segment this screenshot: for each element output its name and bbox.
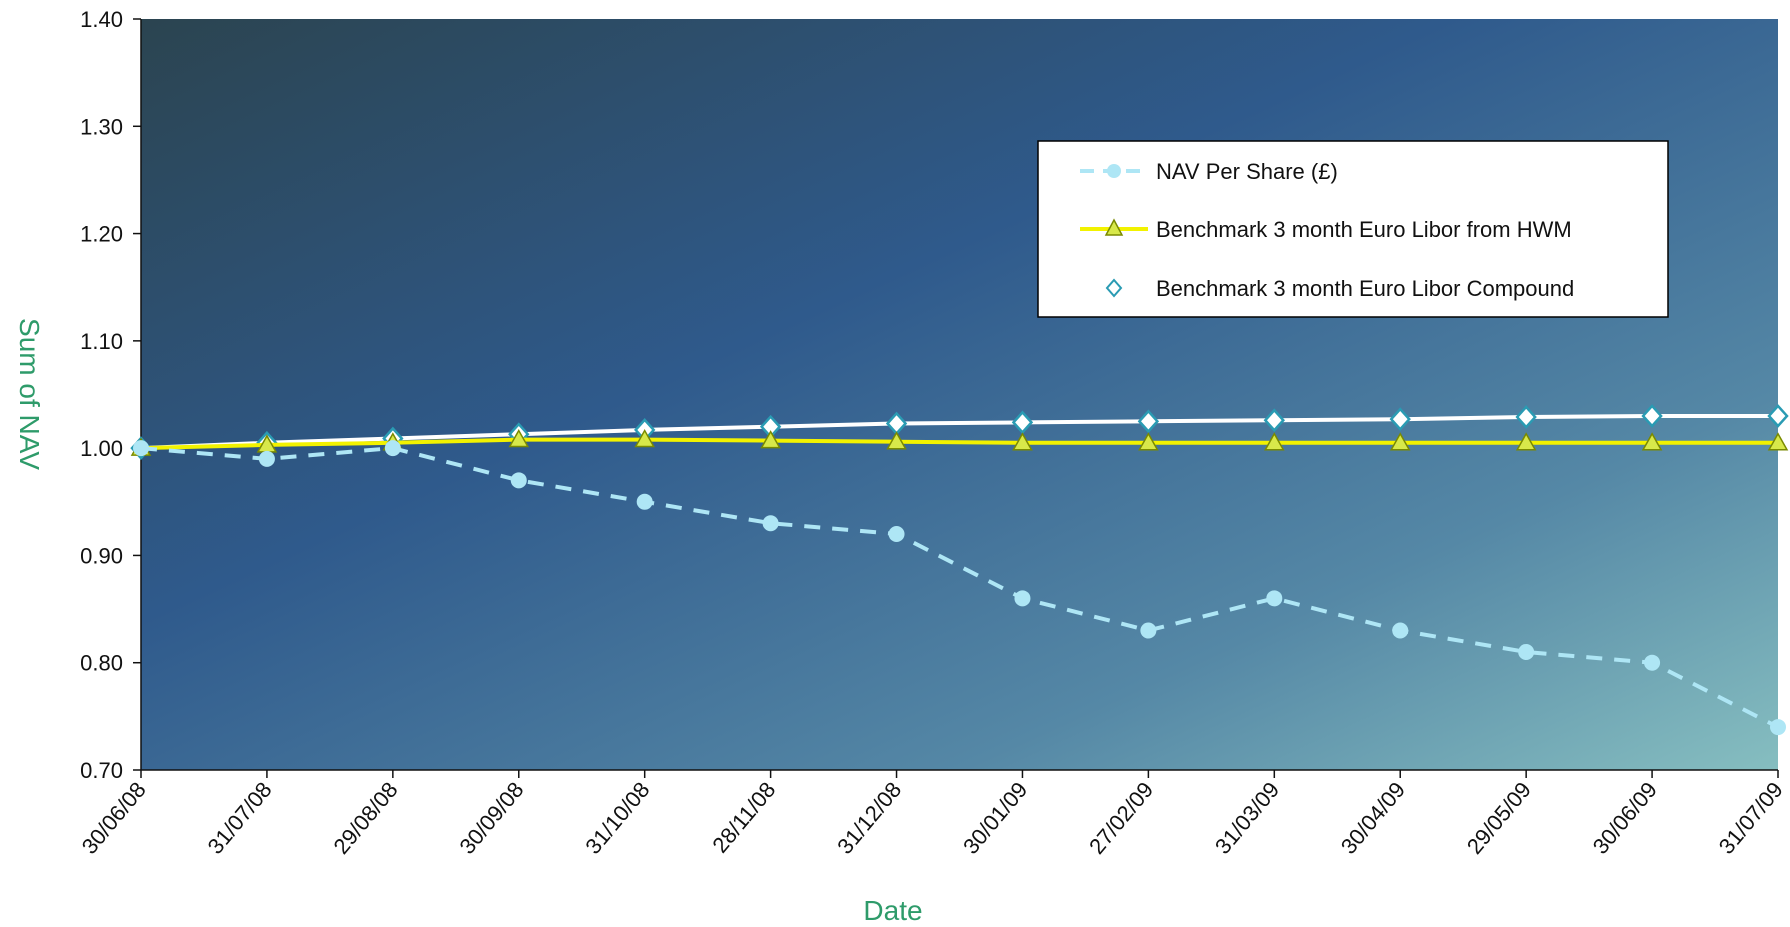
x-tick-label: 31/03/09 [1210,777,1284,859]
y-tick-label: 1.30 [80,114,123,139]
series-layer [130,404,1789,736]
nav-point [1770,719,1786,736]
hwm-point [760,430,781,449]
hwm-point [1389,432,1411,451]
y-tick-label: 0.80 [80,651,123,676]
y-axis: 0.70 0.80 0.90 1.00 1.10 1.20 1.30 1.40 [80,7,142,783]
x-tick-label: 30/01/09 [958,777,1032,859]
x-axis-title: Date [863,895,922,926]
x-tick-label: 30/04/09 [1336,777,1410,859]
series-line-1 [140,437,1778,451]
series-line-2 [140,414,1778,451]
hwm-point [886,431,907,450]
nav-point [1140,622,1157,639]
nav-point [888,525,905,542]
legend: NAV Per Share (£) Benchmark 3 month Euro… [1037,140,1669,318]
hwm-point [508,429,530,448]
nav-point [1518,643,1535,660]
y-axis-title: Sum of NAV [14,318,45,470]
legend-hwm-marker [1104,218,1124,236]
nav-point [1392,622,1409,639]
y-tick-label: 1.40 [80,7,123,32]
y-tick-label: 1.00 [80,436,123,461]
x-tick-label: 30/09/08 [454,777,528,859]
x-tick-label: 31/12/08 [832,777,906,859]
compound-point [1389,407,1411,432]
y-tick-label: 1.20 [80,222,123,247]
compound-point [1263,408,1285,433]
hwm-point [1138,432,1159,451]
nav-point [258,450,275,467]
hwm-point [634,429,655,448]
legend-nav-marker [1107,164,1121,178]
x-axis: 30/06/08 31/07/08 29/08/08 30/09/08 31/10/08… [77,769,1788,859]
x-tick-label: 29/08/08 [328,777,402,859]
x-tick-label: 27/02/09 [1084,777,1158,859]
nav-point [133,440,149,457]
hwm-point [1767,432,1789,451]
y-tick-label: 0.90 [80,543,123,568]
compound-point [1137,409,1160,434]
nav-point [384,440,401,457]
legend-compound-marker [1105,278,1123,298]
nav-point [762,515,779,532]
legend-label-hwm: Benchmark 3 month Euro Libor from HWM [1156,217,1572,242]
x-tick-label: 29/05/09 [1462,777,1536,859]
compound-point [1641,404,1663,428]
nav-point [1014,590,1031,607]
x-tick-label: 31/07/09 [1714,777,1788,859]
hwm-point [1515,432,1537,451]
x-tick-label: 30/06/09 [1588,777,1662,859]
nav-point [510,472,527,489]
nav-point [636,493,653,510]
y-tick-label: 0.70 [80,758,123,783]
compound-point [1767,404,1789,428]
nav-point [1644,654,1661,671]
hwm-point [1264,432,1285,451]
series-line-0 [140,446,1779,729]
hwm-point [1641,432,1663,451]
nav-point [1266,590,1283,607]
y-tick-label: 1.10 [80,329,123,354]
plot-area [141,19,1778,770]
legend-label-nav: NAV Per Share (£) [1156,159,1338,184]
compound-point [1515,405,1537,429]
x-tick-label: 31/10/08 [580,777,654,859]
x-tick-label: 30/06/08 [77,777,151,859]
hwm-point [1012,432,1033,451]
x-tick-label: 31/07/08 [203,777,277,859]
legend-label-compound: Benchmark 3 month Euro Libor Compound [1156,276,1574,301]
x-tick-label: 28/11/08 [707,777,780,857]
